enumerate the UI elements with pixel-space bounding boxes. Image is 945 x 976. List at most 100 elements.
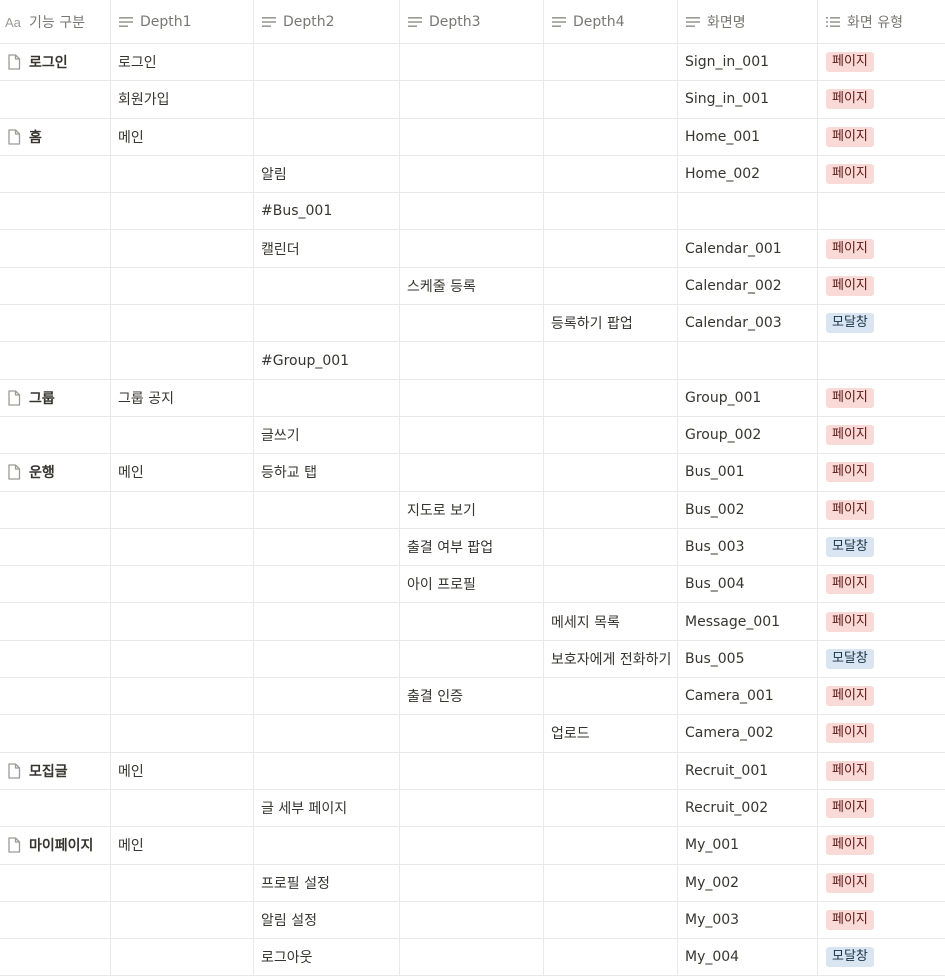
cell-depth2[interactable]: 등하교 탭 <box>254 454 400 492</box>
column-header[interactable]: Depth4 <box>544 0 678 44</box>
cell-depth4[interactable] <box>544 155 678 194</box>
row-title[interactable]: 모집글 <box>29 763 68 780</box>
cell-depth3[interactable] <box>400 155 544 194</box>
cell-depth3[interactable] <box>400 44 544 82</box>
cell-feature[interactable] <box>0 640 111 679</box>
cell-depth3[interactable] <box>400 454 544 492</box>
table-row[interactable]: 그룹 그룹 공지 Group_001 페이지 <box>0 379 945 417</box>
cell-depth1[interactable] <box>111 603 254 641</box>
cell-screen-name[interactable]: Camera_002 <box>678 715 818 753</box>
cell-screen-type[interactable]: 페이지 <box>818 156 945 194</box>
cell-depth4[interactable] <box>544 864 678 902</box>
cell-screen-type[interactable]: 모달창 <box>818 305 945 343</box>
cell-screen-type[interactable]: 페이지 <box>818 417 945 455</box>
cell-feature[interactable]: 홈 <box>0 118 111 156</box>
cell-feature[interactable]: 로그인 <box>0 44 111 82</box>
cell-feature[interactable] <box>0 566 111 604</box>
cell-screen-type[interactable]: 페이지 <box>818 603 945 641</box>
cell-feature[interactable]: 운행 <box>0 454 111 492</box>
cell-depth1[interactable] <box>111 193 254 231</box>
cell-feature[interactable] <box>0 81 111 119</box>
cell-depth1[interactable]: 메인 <box>111 827 254 865</box>
cell-screen-type[interactable]: 페이지 <box>818 790 945 828</box>
cell-depth3[interactable]: 출결 여부 팝업 <box>400 528 544 567</box>
cell-depth4[interactable] <box>544 827 678 865</box>
cell-screen-name[interactable]: Sing_in_001 <box>678 81 818 119</box>
cell-feature[interactable]: 마이페이지 <box>0 827 111 865</box>
cell-depth2[interactable] <box>254 752 400 790</box>
cell-depth2[interactable] <box>254 44 400 82</box>
cell-screen-name[interactable] <box>678 342 818 380</box>
cell-feature[interactable]: 모집글 <box>0 752 111 790</box>
cell-screen-type[interactable]: 페이지 <box>818 230 945 268</box>
cell-depth4[interactable] <box>544 678 678 716</box>
cell-depth2[interactable] <box>254 678 400 716</box>
cell-depth4[interactable] <box>544 566 678 604</box>
cell-depth3[interactable] <box>400 379 544 417</box>
cell-depth3[interactable]: 지도로 보기 <box>400 491 544 529</box>
cell-depth2[interactable]: 글쓰기 <box>254 416 400 455</box>
cell-screen-type[interactable]: 페이지 <box>818 44 945 82</box>
cell-depth1[interactable] <box>111 305 254 343</box>
cell-depth3[interactable] <box>400 603 544 641</box>
cell-depth1[interactable] <box>111 267 254 306</box>
cell-screen-name[interactable]: Sign_in_001 <box>678 44 818 82</box>
cell-screen-name[interactable]: Home_002 <box>678 155 818 194</box>
cell-depth1[interactable]: 메인 <box>111 118 254 156</box>
cell-depth2[interactable]: #Bus_001 <box>254 193 400 231</box>
cell-feature[interactable] <box>0 678 111 716</box>
cell-depth1[interactable] <box>111 566 254 604</box>
cell-depth1[interactable]: 메인 <box>111 752 254 790</box>
cell-screen-name[interactable]: Recruit_002 <box>678 789 818 828</box>
cell-depth2[interactable] <box>254 379 400 417</box>
cell-screen-type[interactable]: 페이지 <box>818 678 945 716</box>
cell-depth2[interactable] <box>254 603 400 641</box>
cell-depth3[interactable] <box>400 640 544 679</box>
row-title[interactable]: 로그인 <box>29 55 68 72</box>
table-row[interactable]: 프로필 설정 My_002 페이지 <box>0 864 945 902</box>
cell-screen-type[interactable]: 페이지 <box>818 492 945 529</box>
cell-depth4[interactable] <box>544 230 678 268</box>
cell-depth1[interactable] <box>111 864 254 902</box>
cell-depth1[interactable]: 메인 <box>111 454 254 492</box>
cell-depth2[interactable]: 알림 <box>254 155 400 194</box>
cell-depth4[interactable] <box>544 379 678 417</box>
table-row[interactable]: 알림 Home_002 페이지 <box>0 155 945 194</box>
cell-screen-name[interactable]: Home_001 <box>678 118 818 156</box>
cell-depth2[interactable]: 로그아웃 <box>254 939 400 976</box>
table-row[interactable]: 출결 여부 팝업 Bus_003 모달창 <box>0 528 945 567</box>
cell-screen-name[interactable]: Bus_003 <box>678 528 818 567</box>
cell-screen-name[interactable]: Message_001 <box>678 603 818 641</box>
cell-feature[interactable] <box>0 267 111 306</box>
cell-depth4[interactable] <box>544 118 678 156</box>
cell-screen-type[interactable]: 페이지 <box>818 827 945 865</box>
table-row[interactable]: 모집글 메인 Recruit_001 페이지 <box>0 752 945 790</box>
column-header[interactable]: Aa 기능 구분 <box>0 0 111 44</box>
cell-depth1[interactable] <box>111 901 254 940</box>
column-header[interactable]: 화면명 <box>678 0 818 44</box>
cell-screen-name[interactable]: Recruit_001 <box>678 752 818 790</box>
cell-depth3[interactable] <box>400 416 544 455</box>
cell-depth1[interactable] <box>111 416 254 455</box>
cell-screen-type[interactable]: 페이지 <box>818 119 945 156</box>
cell-screen-type[interactable]: 페이지 <box>818 268 945 306</box>
cell-screen-name[interactable]: Calendar_001 <box>678 230 818 268</box>
cell-depth4[interactable] <box>544 44 678 82</box>
row-title[interactable]: 마이페이지 <box>29 838 94 855</box>
cell-feature[interactable] <box>0 528 111 567</box>
cell-depth3[interactable] <box>400 81 544 119</box>
cell-screen-type[interactable] <box>818 193 945 231</box>
cell-depth4[interactable] <box>544 901 678 940</box>
cell-screen-name[interactable]: Group_002 <box>678 416 818 455</box>
cell-screen-type[interactable]: 페이지 <box>818 715 945 753</box>
cell-depth4[interactable] <box>544 267 678 306</box>
cell-depth3[interactable] <box>400 715 544 753</box>
row-title[interactable]: 그룹 <box>29 390 55 407</box>
table-row[interactable]: 홈 메인 Home_001 페이지 <box>0 118 945 156</box>
table-row[interactable]: 캘린더 Calendar_001 페이지 <box>0 230 945 268</box>
cell-depth2[interactable]: 프로필 설정 <box>254 864 400 902</box>
cell-depth4[interactable] <box>544 491 678 529</box>
cell-depth4[interactable] <box>544 416 678 455</box>
row-title[interactable]: 홈 <box>29 129 42 146</box>
cell-depth1[interactable] <box>111 640 254 679</box>
